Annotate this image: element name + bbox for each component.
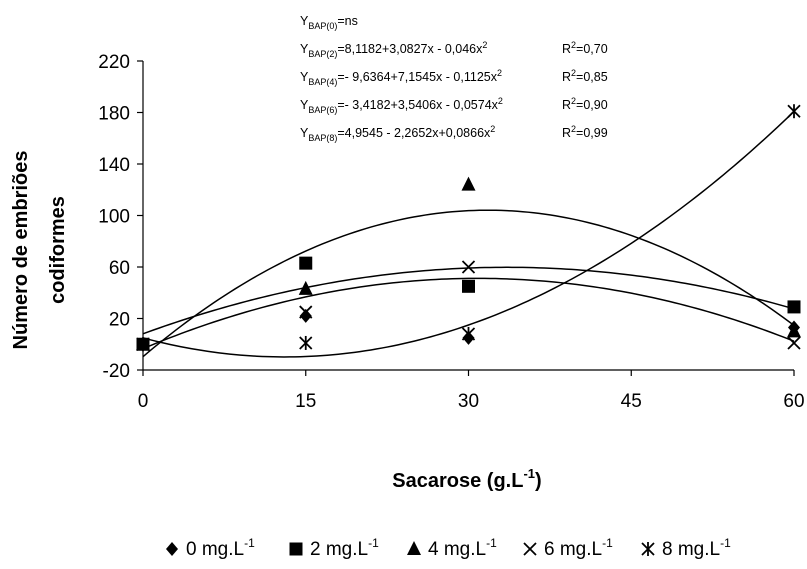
y-tick-label: 220: [98, 52, 130, 73]
data-point-x: [299, 305, 313, 319]
y-tick-label: -20: [103, 361, 130, 382]
legend-marker-diamond: [166, 542, 178, 556]
x-tick-label: 15: [295, 391, 316, 412]
data-point-triangle: [461, 176, 476, 191]
data-point-x: [461, 260, 476, 274]
legend-marker-x: [523, 542, 537, 556]
legend-label: 6 mg.L-1: [544, 536, 613, 560]
r-squared-text: R2=0,70: [562, 40, 608, 56]
fitted-curves: [142, 110, 795, 358]
y-tick-label: 140: [98, 155, 130, 176]
data-markers: [136, 104, 801, 352]
legend-label: 0 mg.L-1: [186, 536, 255, 560]
data-point-asterisk: [787, 104, 801, 119]
equation-text: YBAP(6)=- 3,4182+3,5406x - 0,0574x2: [300, 96, 503, 115]
data-point-triangle: [787, 323, 801, 338]
data-point-asterisk: [461, 326, 476, 341]
data-point-asterisk: [299, 335, 313, 350]
data-point-diamond: [299, 308, 312, 323]
equation-text: YBAP(2)=8,1182+3,0827x - 0,046x2: [300, 40, 487, 59]
fitted-curve-4mg: [142, 209, 795, 358]
y-tick-label: 20: [109, 310, 130, 331]
x-axis-title: Sacarose (g.L-1): [392, 466, 541, 492]
fitted-curve-6mg: [142, 277, 795, 350]
y-tick-label: 60: [109, 258, 130, 279]
legend-marker-triangle: [407, 541, 421, 555]
data-point-square: [787, 300, 801, 314]
x-tick-label: 0: [138, 391, 149, 412]
y-tick-label: 180: [98, 104, 130, 125]
regression-equations: YBAP(0)=ns YBAP(2)=8,1182+3,0827x - 0,046…: [300, 14, 608, 143]
data-point-square: [299, 256, 313, 270]
tick-labels: -20 20 60 100 140 180 220 0 15 30 45 60: [98, 52, 804, 412]
data-point-asterisk: [136, 337, 150, 352]
equation-text: YBAP(0)=ns: [300, 14, 358, 31]
r-squared-text: R2=0,85: [562, 68, 608, 84]
legend-label: 4 mg.L-1: [428, 536, 497, 560]
data-point-square: [462, 279, 475, 293]
data-point-x: [787, 336, 801, 350]
equation-text: YBAP(8)=4,9545 - 2,2652x+0,0866x2: [300, 124, 495, 143]
fitted-curve-8mg: [142, 110, 795, 358]
legend-marker-square: [289, 542, 303, 556]
legend-label: 2 mg.L-1: [310, 536, 379, 560]
r-squared-text: R2=0,99: [562, 124, 608, 140]
fitted-curve-2mg: [142, 266, 795, 335]
r-squared-text: R2=0,90: [562, 96, 608, 112]
y-axis-title-line1: Número de embriões: [10, 151, 32, 350]
data-point-triangle: [298, 280, 313, 295]
legend-marker-asterisk: [641, 542, 655, 556]
y-tick-label: 100: [98, 207, 130, 228]
legend: 0 mg.L-1 2 mg.L-1 4 mg.L-1 6 mg.L-1 8 mg.L-1: [166, 536, 731, 560]
x-tick-label: 60: [783, 391, 804, 412]
x-tick-label: 45: [621, 391, 642, 412]
legend-label: 8 mg.L-1: [662, 536, 731, 560]
equation-text: YBAP(4)=- 9,6364+7,1545x - 0,1125x2: [300, 68, 502, 87]
chart-axes: [137, 60, 795, 376]
x-tick-label: 30: [458, 391, 479, 412]
y-axis-title-line2: codiformes: [47, 196, 69, 304]
